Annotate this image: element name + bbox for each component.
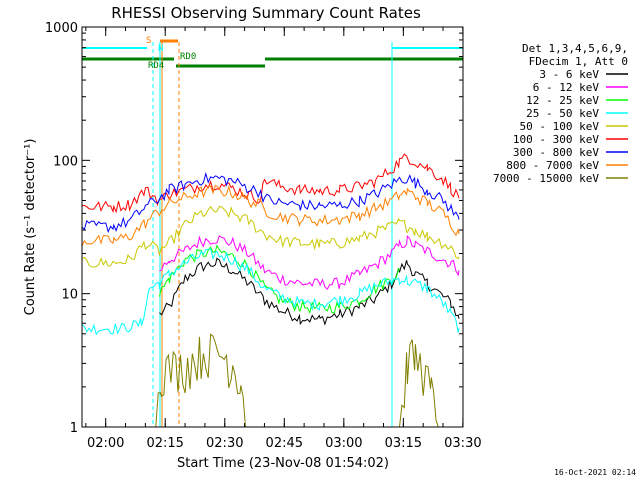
x-axis-ticks: 02:00 02:15 02:30 02:45 03:00 03:15 03:30 [85, 27, 482, 451]
legend-label: 12 - 25 keV [526, 94, 599, 107]
legend-label: 3 - 6 keV [539, 68, 599, 81]
legend-label: 100 - 300 keV [513, 133, 599, 146]
legend-header-line: FDecim 1, Att 0 [529, 55, 628, 68]
series-line-2 [158, 244, 400, 315]
legend-label: 25 - 50 keV [526, 107, 599, 120]
x-tick-label: 03:15 [385, 436, 422, 451]
y-axis-label: Count Rate (s⁻¹ detector⁻¹) [23, 139, 38, 316]
series-line-1 [159, 234, 460, 291]
rd0-label: RD0 [180, 52, 196, 62]
night-label: N [158, 44, 163, 54]
plot-area: SN RD0 RD4 1 10 100 1000 02:00 02:15 02:30 02:45… [45, 21, 482, 451]
x-tick-label: 02:15 [146, 436, 183, 451]
legend: Det 1,3,4,5,6,9,FDecim 1, Att 03 - 6 keV… [493, 42, 628, 185]
y-tick-label: 1000 [45, 21, 78, 36]
legend-label: 800 - 7000 keV [506, 159, 599, 172]
legend-label: 300 - 800 keV [513, 146, 599, 159]
footer-timestamp: 16-Oct-2021 02:14 [554, 468, 636, 477]
series-line-7 [81, 184, 460, 247]
x-tick-label: 03:30 [444, 436, 481, 451]
legend-label: 6 - 12 keV [533, 81, 600, 94]
x-tick-label: 02:30 [206, 436, 243, 451]
rd4-label: RD4 [148, 61, 164, 71]
y-tick-label: 100 [53, 154, 78, 169]
x-axis-label: Start Time (23-Nov-08 01:54:02) [177, 456, 389, 471]
plot-frame [81, 26, 464, 428]
x-tick-label: 03:00 [325, 436, 362, 451]
legend-label: 7000 - 15000 keV [493, 172, 599, 185]
series-line-5 [82, 153, 460, 214]
x-tick-label: 02:45 [266, 436, 303, 451]
series-line-6 [81, 171, 460, 234]
legend-label: 50 - 100 keV [520, 120, 600, 133]
y-axis-ticks: 1 10 100 1000 [45, 21, 463, 436]
saa-label: S [146, 36, 151, 46]
legend-header-line: Det 1,3,4,5,6,9, [522, 42, 628, 55]
x-tick-label: 02:00 [87, 436, 124, 451]
series-line-3 [81, 248, 460, 336]
series-line-0 [159, 257, 460, 326]
y-tick-label: 10 [61, 288, 78, 303]
y-tick-label: 1 [70, 421, 78, 436]
chart-title: RHESSI Observing Summary Count Rates [111, 4, 421, 22]
series-line-4 [81, 205, 460, 268]
